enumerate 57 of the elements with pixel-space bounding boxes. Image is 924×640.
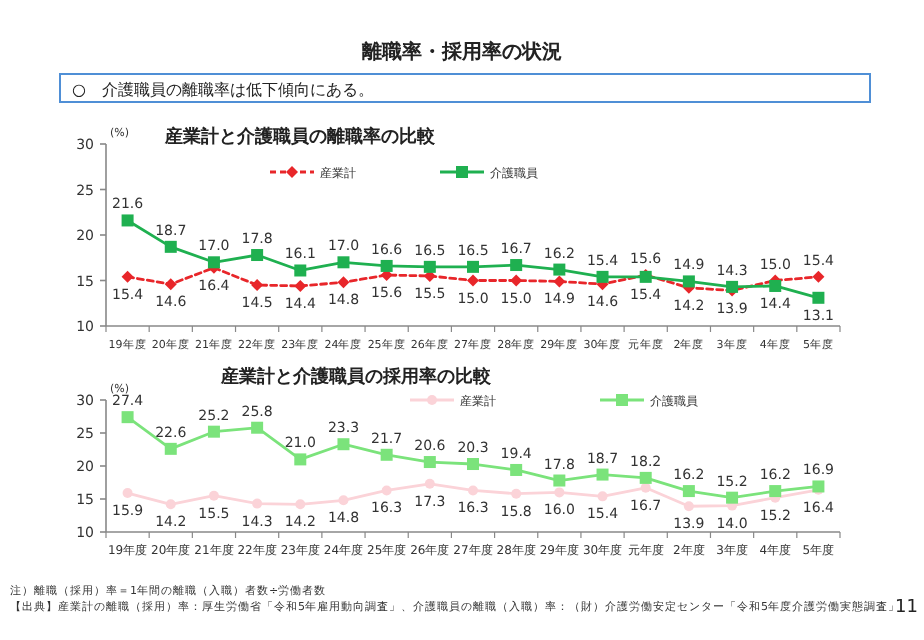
point xyxy=(596,468,609,481)
point xyxy=(553,474,566,487)
chart-title: 産業計と介護職員の離職率の比較 xyxy=(163,126,437,148)
point xyxy=(337,276,350,289)
point xyxy=(639,471,652,484)
point xyxy=(164,240,177,253)
point xyxy=(812,291,825,304)
point xyxy=(251,249,264,262)
point xyxy=(554,487,565,498)
point xyxy=(812,270,825,283)
point xyxy=(380,259,393,272)
point xyxy=(295,499,306,510)
point xyxy=(510,259,523,272)
point xyxy=(467,274,479,287)
point xyxy=(683,501,694,512)
chart-title: 産業計と介護職員の採用率の比較 xyxy=(219,366,493,388)
point xyxy=(251,421,264,434)
point xyxy=(207,256,220,269)
point xyxy=(252,498,263,509)
point xyxy=(294,453,307,466)
point xyxy=(682,485,695,498)
point xyxy=(553,275,566,288)
point xyxy=(121,411,134,424)
point xyxy=(164,442,177,455)
point xyxy=(423,260,436,273)
point xyxy=(380,448,393,461)
point xyxy=(338,495,349,506)
point xyxy=(597,491,608,502)
point xyxy=(468,485,478,496)
point xyxy=(467,458,479,471)
point xyxy=(165,499,176,510)
point xyxy=(381,485,392,496)
point xyxy=(769,485,782,498)
point xyxy=(510,274,523,287)
point xyxy=(553,263,566,276)
point xyxy=(511,488,522,499)
point xyxy=(682,275,695,288)
point xyxy=(121,214,134,227)
point xyxy=(726,491,739,504)
text: 離職率・採用率の状況 xyxy=(360,40,562,64)
text: ○ 介護職員の離職率は低下傾向にある。 xyxy=(72,81,374,99)
point xyxy=(467,260,479,273)
point xyxy=(122,488,133,499)
point xyxy=(423,456,436,469)
point xyxy=(596,270,609,283)
point xyxy=(294,279,307,292)
text: 11 xyxy=(895,598,918,618)
point xyxy=(769,279,782,292)
point xyxy=(424,478,435,489)
point xyxy=(164,278,177,291)
point xyxy=(207,425,220,438)
point xyxy=(337,256,350,269)
point xyxy=(121,270,134,283)
point xyxy=(294,264,307,277)
point xyxy=(337,438,350,451)
point xyxy=(510,463,523,476)
point xyxy=(208,490,219,501)
